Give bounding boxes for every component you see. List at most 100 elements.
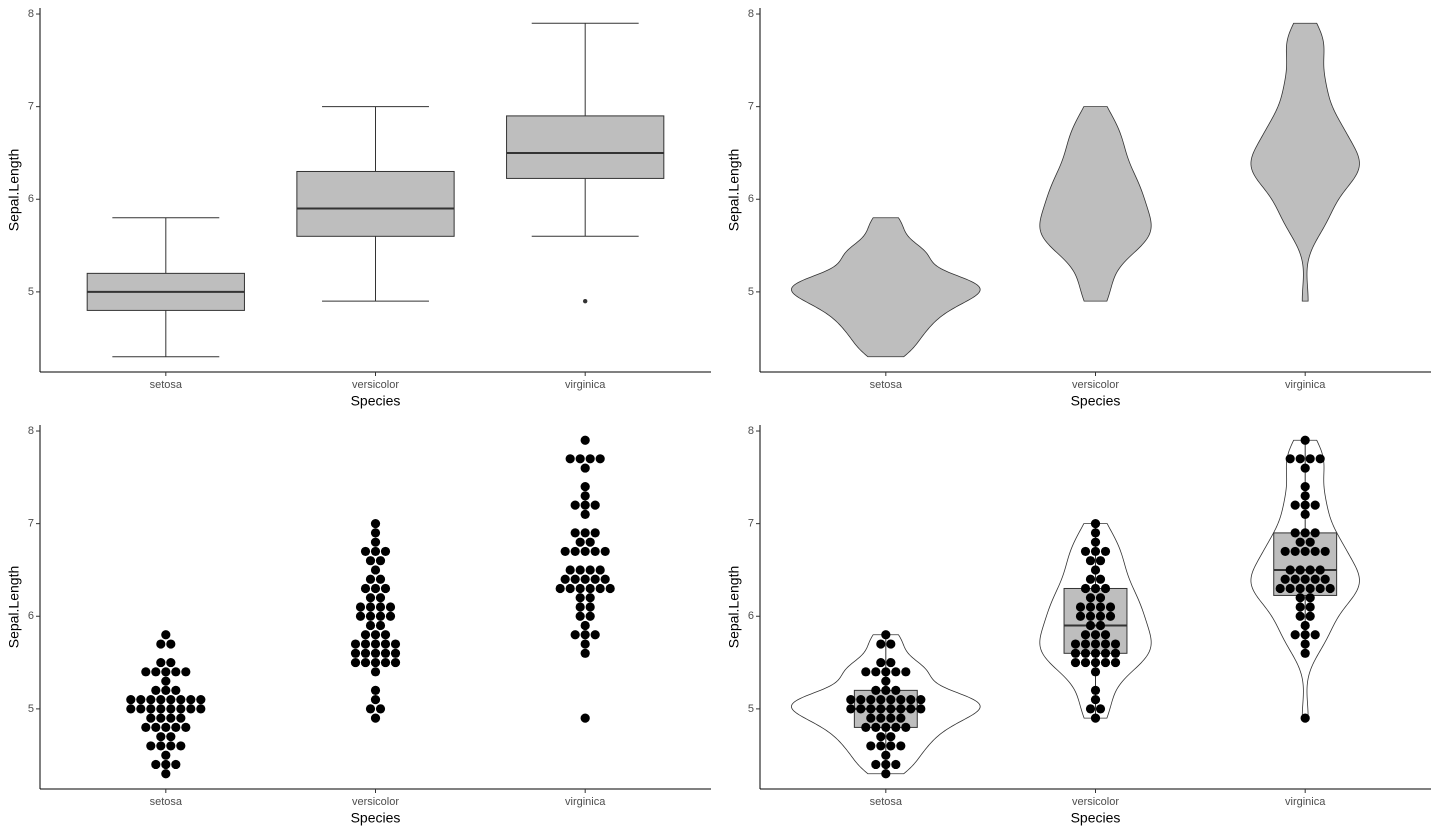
dot [156, 704, 166, 714]
dot [161, 630, 171, 640]
dot [1300, 639, 1310, 649]
dot [1295, 602, 1305, 612]
dot [595, 583, 605, 594]
dot [881, 685, 891, 695]
dot [876, 732, 886, 742]
y-axis-title: Sepal.Length [726, 149, 742, 232]
dot [590, 630, 600, 640]
dot [1095, 556, 1106, 566]
y-axis-title: Sepal.Length [6, 149, 22, 232]
dot [390, 639, 401, 649]
dot [1110, 639, 1121, 649]
dot [575, 602, 585, 612]
dot [1290, 546, 1300, 557]
dot [390, 657, 401, 668]
dot [196, 704, 206, 714]
dot [881, 750, 891, 760]
dot [350, 657, 361, 668]
dot [126, 695, 136, 705]
dot [1090, 713, 1101, 723]
dot [1295, 593, 1305, 603]
dot [1095, 620, 1106, 631]
dot [1295, 565, 1305, 575]
dot [901, 722, 911, 733]
dot [570, 574, 580, 584]
x-axis-title: Species [1071, 393, 1121, 409]
dot [156, 741, 166, 751]
dot [370, 639, 381, 649]
dot [1080, 648, 1091, 658]
dot [156, 695, 166, 705]
dot [375, 704, 386, 714]
dot [575, 537, 585, 547]
dot [1085, 593, 1096, 603]
dot [881, 676, 891, 686]
dot [1095, 593, 1106, 603]
dot [585, 454, 595, 464]
violin [1039, 106, 1152, 302]
dot [580, 574, 590, 584]
dot [151, 685, 161, 695]
dot [360, 639, 371, 649]
dot [585, 611, 595, 621]
dot [580, 463, 590, 473]
x-axis-title: Species [1071, 810, 1121, 826]
y-tick-label: 8 [28, 8, 34, 20]
violin [791, 217, 981, 358]
dot [370, 546, 381, 557]
dot [595, 454, 605, 464]
dot [861, 667, 871, 677]
dot [1305, 593, 1315, 603]
dot [355, 602, 366, 612]
x-tick-label: setosa [150, 796, 183, 808]
dot [161, 676, 171, 686]
dot [156, 713, 166, 723]
dot [1090, 528, 1101, 538]
dot [161, 685, 171, 695]
dot [886, 639, 896, 649]
dot [370, 685, 381, 695]
dot [891, 722, 901, 733]
dot [846, 704, 856, 714]
dot [876, 713, 886, 723]
dot [166, 704, 176, 714]
dot [380, 648, 391, 658]
dot [866, 695, 876, 705]
dot [1070, 648, 1081, 658]
dot [1080, 639, 1091, 649]
dot [1320, 546, 1330, 557]
x-tick-label: versicolor [352, 796, 399, 808]
dot [876, 704, 886, 714]
dot [901, 667, 911, 677]
dot [1075, 611, 1086, 621]
dot [161, 722, 171, 733]
dot [1300, 620, 1310, 631]
dot [151, 722, 161, 733]
dot [590, 574, 600, 584]
dot [580, 500, 590, 510]
dot [1090, 657, 1101, 668]
dot [1315, 565, 1325, 575]
dot [176, 695, 186, 705]
dot [365, 556, 376, 566]
dot [176, 704, 186, 714]
dot [1310, 528, 1320, 538]
dot [1080, 657, 1091, 668]
dot [1105, 611, 1116, 621]
x-tick-label: setosa [150, 379, 183, 391]
dot [1315, 454, 1325, 464]
dot [1325, 583, 1335, 594]
dot [1295, 611, 1305, 621]
dot [1075, 602, 1086, 612]
x-tick-label: versicolor [1072, 796, 1119, 808]
dot [1110, 648, 1121, 658]
dot [1100, 648, 1111, 658]
dot [1290, 630, 1300, 640]
x-tick-label: setosa [870, 796, 903, 808]
dot [1095, 611, 1106, 621]
y-tick-label: 6 [28, 193, 34, 205]
y-tick-label: 5 [28, 703, 34, 715]
dot [360, 648, 371, 658]
dot [146, 713, 156, 723]
dot [136, 704, 146, 714]
